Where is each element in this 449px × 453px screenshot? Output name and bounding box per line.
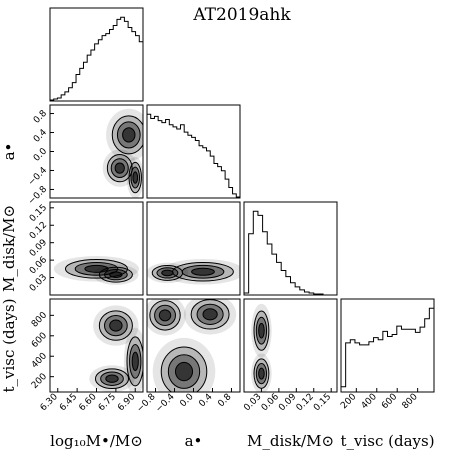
panel-frame (243, 298, 338, 393)
y-tick-label: 0.4 (32, 127, 49, 144)
panel-frame (146, 201, 241, 296)
x-tick-label: −0.4 (154, 392, 177, 415)
y-tick-label: 0.8 (32, 108, 49, 125)
x-tick-label: 0.06 (260, 392, 281, 413)
hist-panel-t_visc (340, 298, 435, 393)
y-tick-label: 800 (30, 310, 49, 329)
x-tick-label: 400 (360, 392, 379, 411)
y-tick-label: 0.0 (32, 146, 49, 163)
x-tick-label: 0.03 (242, 392, 263, 413)
panel-frame (49, 201, 144, 296)
hist-panel-log_mass (49, 7, 144, 102)
histogram-step (146, 113, 241, 198)
x-axis-label-log_mass: log₁₀M•/M⊙ (50, 432, 143, 450)
panel-frame (243, 201, 338, 296)
x-tick-label: 200 (339, 392, 358, 411)
x-tick-label: 0.4 (197, 392, 214, 409)
hist-panel-disk_mass (243, 201, 338, 296)
y-tick-label: 600 (30, 331, 49, 350)
density-contour (109, 319, 123, 332)
y-axis-label-disk_mass: M_disk/M⊙ (0, 205, 18, 292)
chart-title: AT2019ahk (192, 5, 291, 25)
histogram-step (340, 307, 435, 392)
density-contour (122, 127, 136, 143)
joint-panel-spin-disk_mass (146, 201, 241, 296)
x-tick-label: 6.75 (97, 392, 118, 413)
density-contour (258, 367, 265, 380)
density-contour (131, 351, 139, 372)
panel-frame (146, 104, 241, 199)
y-tick-label: 0.12 (28, 220, 49, 241)
y-tick-label: 0.09 (28, 238, 49, 259)
joint-panel-spin-t_visc (146, 298, 241, 393)
joint-panel-log_mass-spin (49, 104, 144, 199)
joint-panel-log_mass-t_visc (49, 298, 144, 393)
density-contour (84, 264, 109, 273)
density-contour (114, 162, 125, 174)
y-tick-label: 200 (30, 372, 49, 391)
panel-frame (49, 7, 144, 102)
density-contour (202, 308, 218, 321)
x-tick-label: 6.45 (58, 392, 79, 413)
y-tick-label: 400 (30, 351, 49, 370)
joint-panel-log_mass-disk_mass (49, 201, 144, 296)
y-tick-label: −0.8 (27, 184, 50, 207)
panel-frame (340, 298, 435, 393)
density-contour (105, 374, 119, 383)
density-contour (258, 322, 265, 339)
x-tick-label: 6.90 (116, 392, 137, 413)
x-tick-label: 0.8 (216, 392, 233, 409)
x-tick-label: 6.60 (77, 392, 98, 413)
hist-panel-spin (146, 104, 241, 199)
y-tick-label: 0.15 (28, 203, 49, 224)
x-tick-label: −0.8 (135, 392, 158, 415)
density-contour (158, 309, 172, 322)
histogram-step (49, 16, 144, 101)
x-tick-label: 0.0 (178, 392, 195, 409)
x-tick-label: 6.30 (39, 392, 60, 413)
x-tick-label: 600 (380, 392, 399, 411)
y-tick-label: −0.4 (27, 165, 50, 188)
x-tick-label: 0.09 (277, 392, 298, 413)
x-tick-label: 800 (401, 392, 420, 411)
density-contour (132, 171, 139, 184)
histogram-step (243, 210, 337, 296)
y-tick-label: 0.06 (28, 255, 49, 276)
density-contour (191, 267, 215, 276)
joint-panel-disk_mass-t_visc (243, 298, 338, 393)
x-tick-label: 0.15 (312, 392, 333, 413)
x-axis-label-disk_mass: M_disk/M⊙ (247, 432, 334, 450)
x-tick-label: 0.12 (295, 392, 316, 413)
x-axis-label-spin: a• (185, 432, 203, 450)
y-axis-label-t_visc: t_visc (days) (0, 298, 18, 392)
x-axis-label-t_visc: t_visc (days) (340, 432, 434, 450)
y-tick-label: 0.03 (28, 273, 49, 294)
density-contour (174, 361, 194, 382)
y-axis-label-spin: a• (0, 143, 18, 161)
